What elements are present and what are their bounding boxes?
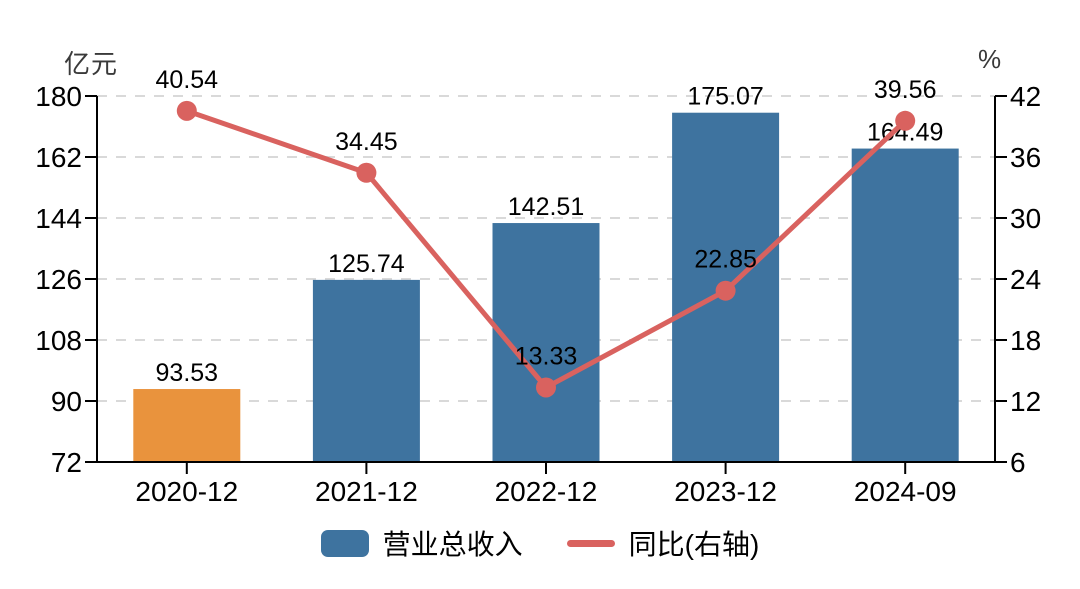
x-axis-category-label: 2020-12 bbox=[135, 476, 238, 507]
left-axis-tick-label: 72 bbox=[51, 447, 82, 478]
left-axis-tick-label: 90 bbox=[51, 386, 82, 417]
line-value-label: 40.54 bbox=[156, 66, 219, 94]
left-axis-tick-label: 180 bbox=[35, 81, 82, 112]
line-value-label: 39.56 bbox=[874, 76, 937, 104]
line-point-2020-12[interactable] bbox=[176, 100, 197, 121]
x-axis-category-label: 2023-12 bbox=[674, 476, 777, 507]
right-axis-tick-label: 24 bbox=[1010, 264, 1041, 295]
line-value-label: 22.85 bbox=[694, 246, 757, 274]
bar-value-label: 93.53 bbox=[156, 359, 219, 387]
bar-value-label: 125.74 bbox=[328, 250, 405, 278]
x-axis-category-label: 2024-09 bbox=[854, 476, 957, 507]
left-axis-tick-label: 162 bbox=[35, 142, 82, 173]
line-point-2021-12[interactable] bbox=[356, 162, 377, 183]
x-axis-category-label: 2021-12 bbox=[315, 476, 418, 507]
left-axis-tick-label: 144 bbox=[35, 203, 82, 234]
legend-revenue-label: 营业总收入 bbox=[382, 529, 523, 560]
line-value-label: 34.45 bbox=[335, 128, 398, 156]
right-axis-tick-label: 18 bbox=[1010, 325, 1041, 356]
line-swatch-icon bbox=[566, 539, 615, 547]
bar-value-label: 142.51 bbox=[508, 193, 584, 221]
x-axis-category-label: 2022-12 bbox=[495, 476, 598, 507]
bar-2024-09[interactable] bbox=[851, 148, 959, 463]
right-axis-tick-label: 12 bbox=[1010, 386, 1041, 417]
right-axis-tick-label: 36 bbox=[1010, 142, 1041, 173]
left-axis-unit-label: 亿元 bbox=[64, 49, 119, 79]
line-value-label: 13.33 bbox=[515, 342, 578, 370]
bar-value-label: 175.07 bbox=[687, 83, 763, 111]
bar-2020-12[interactable] bbox=[133, 389, 241, 462]
right-axis-unit-label: % bbox=[978, 44, 1003, 74]
right-axis-tick-label: 6 bbox=[1010, 447, 1026, 478]
right-axis-tick-label: 30 bbox=[1010, 203, 1041, 234]
line-point-2023-12[interactable] bbox=[715, 280, 736, 301]
bar-2021-12[interactable] bbox=[312, 279, 420, 462]
left-axis-tick-label: 126 bbox=[35, 264, 82, 295]
legend-item-yoy[interactable]: 同比(右轴) bbox=[566, 523, 760, 563]
line-point-2024-09[interactable] bbox=[895, 110, 916, 131]
line-point-2022-12[interactable] bbox=[536, 377, 556, 398]
legend-item-revenue[interactable]: 营业总收入 bbox=[320, 523, 523, 563]
right-axis-tick-label: 42 bbox=[1010, 81, 1041, 112]
left-axis-tick-label: 108 bbox=[35, 325, 82, 356]
legend: 营业总收入 同比(右轴) bbox=[0, 523, 1080, 563]
bar-swatch-icon bbox=[320, 529, 369, 557]
legend-yoy-label: 同比(右轴) bbox=[628, 529, 760, 560]
